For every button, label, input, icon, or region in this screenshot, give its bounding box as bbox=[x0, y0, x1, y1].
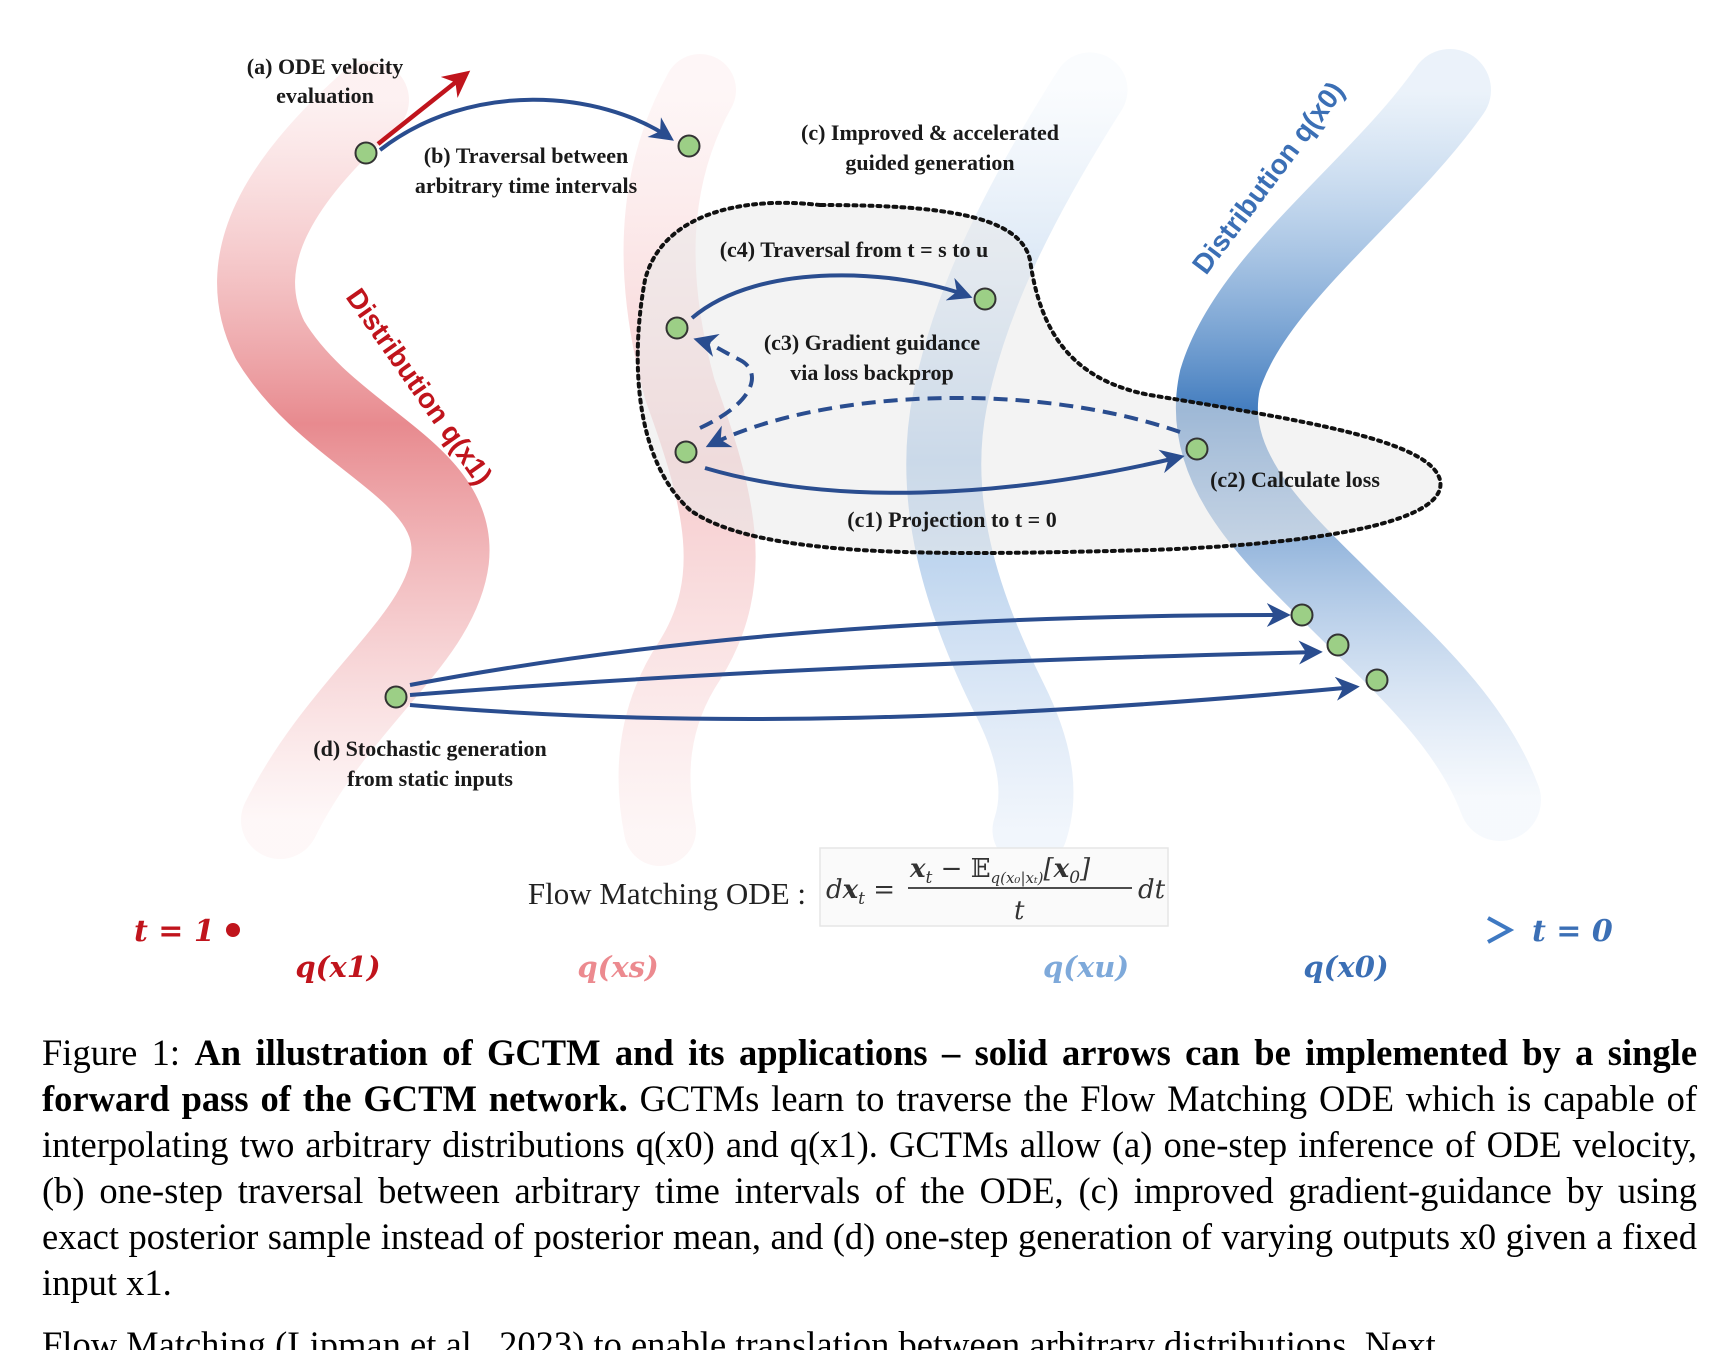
label-d-line1: (d) Stochastic generation bbox=[313, 736, 546, 761]
label-c4: (c4) Traversal from t = s to u bbox=[720, 237, 989, 262]
body-text-partial: Flow Matching (Lipman et al., 2023) to e… bbox=[42, 1324, 1445, 1350]
caption-figure-number: Figure 1: bbox=[42, 1032, 181, 1073]
point-c4-end bbox=[973, 287, 997, 311]
caption-text: GCTMs learn to traverse the Flow Matchin… bbox=[42, 1078, 1698, 1303]
point-c2 bbox=[1185, 437, 1209, 461]
ode-formula: dxt = xt − 𝔼q(x₀|xₜ)[x0] t dt bbox=[826, 854, 1166, 926]
label-b-line1: (b) Traversal between bbox=[424, 143, 628, 168]
timeline-q-x1: q(x1) bbox=[295, 950, 380, 984]
label-c1: (c1) Projection to t = 0 bbox=[847, 507, 1056, 532]
svg-text:dt: dt bbox=[1138, 875, 1166, 905]
label-c-line1: (c) Improved & accelerated bbox=[801, 120, 1059, 145]
arrow-c2-loss-back bbox=[705, 395, 1181, 448]
arrow-d-output-3 bbox=[409, 676, 1360, 721]
timeline-start: t = 1 bbox=[134, 914, 215, 949]
timeline-q-x0: q(x0) bbox=[1303, 950, 1388, 984]
timeline-end: t = 0 bbox=[1532, 914, 1613, 949]
point-c1-start bbox=[674, 440, 698, 464]
svg-text:xt − 𝔼q(x₀|xₜ)[x0]: xt − 𝔼q(x₀|xₜ)[x0] bbox=[909, 854, 1091, 888]
arrow-a-velocity bbox=[376, 70, 471, 146]
point-d-out-2 bbox=[1326, 633, 1350, 657]
ode-label: Flow Matching ODE : bbox=[528, 876, 806, 911]
arrow-c3-guidance bbox=[693, 333, 754, 430]
point-c4-start bbox=[665, 316, 689, 340]
label-c3-line2: via loss backprop bbox=[790, 360, 953, 385]
label-d-line2: from static inputs bbox=[347, 766, 513, 791]
point-a bbox=[354, 141, 378, 165]
point-d-input bbox=[384, 685, 408, 709]
label-c3-line1: (c3) Gradient guidance bbox=[764, 330, 981, 355]
svg-text:dxt =: dxt = bbox=[826, 875, 895, 909]
label-c2: (c2) Calculate loss bbox=[1210, 467, 1380, 492]
caption-bold-title: An illustration of GCTM and its applicat… bbox=[42, 1032, 1698, 1119]
arrow-c1-projection bbox=[704, 449, 1185, 495]
label-a-line1: (a) ODE velocity bbox=[247, 54, 403, 79]
label-c-line2: guided generation bbox=[845, 150, 1014, 175]
arrow-d-output-1 bbox=[409, 603, 1291, 687]
arrow-c4-traversal bbox=[690, 273, 973, 320]
label-b-line2: arbitrary time intervals bbox=[415, 173, 638, 198]
timeline-q-xs: q(xs) bbox=[577, 950, 658, 984]
arrow-d-output-2 bbox=[409, 640, 1323, 697]
point-b bbox=[677, 134, 701, 158]
svg-text:t: t bbox=[1014, 896, 1025, 926]
point-d-out-1 bbox=[1290, 603, 1314, 627]
label-a-line2: evaluation bbox=[276, 83, 374, 108]
guidance-region bbox=[635, 200, 1443, 556]
timeline-q-xu: q(xu) bbox=[1043, 950, 1129, 984]
figure-caption: Figure 1: An illustration of GCTM and it… bbox=[42, 1030, 1697, 1306]
figure-illustration: (a) ODE velocity evaluation (b) Traversa… bbox=[134, 49, 1613, 984]
band-q-x1 bbox=[217, 61, 490, 859]
arrow-b-traversal bbox=[378, 97, 674, 152]
point-d-out-3 bbox=[1365, 668, 1389, 692]
